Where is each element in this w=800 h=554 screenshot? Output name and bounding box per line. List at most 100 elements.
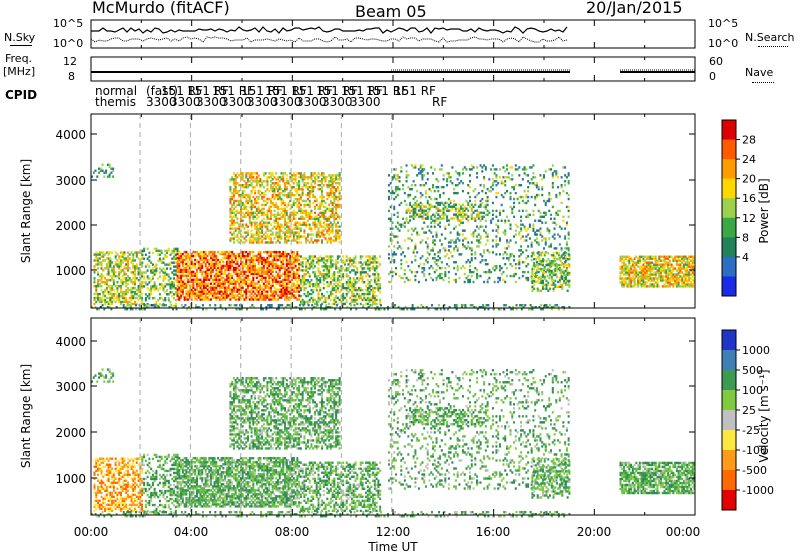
power-cell bbox=[107, 273, 110, 276]
power-cell bbox=[555, 223, 558, 226]
power-cell bbox=[218, 252, 221, 256]
power-cell bbox=[276, 184, 279, 187]
power-cell bbox=[141, 292, 144, 296]
power-cell bbox=[400, 266, 403, 270]
power-cell bbox=[498, 209, 501, 213]
power-cell bbox=[160, 297, 163, 300]
power-cell bbox=[336, 215, 339, 219]
power-cell bbox=[342, 292, 345, 296]
power-cell bbox=[439, 201, 442, 205]
power-cell bbox=[308, 185, 311, 189]
power-cell bbox=[484, 205, 487, 209]
power-cell bbox=[301, 261, 304, 264]
power-cell bbox=[342, 275, 345, 278]
power-cell bbox=[416, 203, 419, 206]
power-cell bbox=[470, 274, 473, 278]
power-cell bbox=[102, 269, 105, 272]
power-cell bbox=[301, 279, 304, 282]
power-cell bbox=[271, 298, 274, 301]
power-cell bbox=[180, 274, 183, 278]
power-cell bbox=[247, 211, 250, 215]
power-cell bbox=[442, 247, 445, 250]
power-cell bbox=[232, 203, 235, 207]
power-cell bbox=[239, 254, 242, 258]
power-cell bbox=[317, 187, 320, 191]
power-cell bbox=[194, 272, 197, 276]
power-cell bbox=[435, 207, 438, 210]
power-cell bbox=[342, 261, 345, 264]
power-cell bbox=[296, 252, 299, 256]
power-cell bbox=[298, 296, 301, 299]
power-cell bbox=[310, 182, 313, 185]
power-cell bbox=[126, 267, 129, 270]
power-cell bbox=[299, 255, 302, 258]
power-cell bbox=[335, 174, 338, 177]
power-cell bbox=[430, 276, 433, 280]
power-cell bbox=[176, 294, 179, 297]
power-cell bbox=[215, 254, 218, 258]
power-cell bbox=[294, 223, 297, 226]
power-cell bbox=[518, 166, 521, 169]
power-cell bbox=[176, 251, 179, 254]
power-cell bbox=[421, 270, 424, 274]
power-cell bbox=[363, 292, 366, 296]
power-cell bbox=[544, 237, 547, 240]
power-cell bbox=[315, 281, 318, 284]
power-cell bbox=[231, 256, 234, 260]
power-cell bbox=[514, 272, 517, 276]
power-cell bbox=[273, 237, 276, 240]
power-cell bbox=[231, 258, 234, 262]
power-cell bbox=[442, 191, 445, 195]
power-cell bbox=[195, 276, 198, 280]
power-cell bbox=[231, 288, 234, 291]
power-cell bbox=[271, 292, 274, 295]
power-cell bbox=[444, 272, 447, 276]
power-cell bbox=[247, 209, 250, 213]
power-cell bbox=[303, 292, 306, 296]
power-cell bbox=[257, 250, 260, 254]
power-cell bbox=[245, 201, 248, 205]
power-cell bbox=[368, 275, 371, 278]
power-cell bbox=[504, 251, 507, 254]
power-cell bbox=[507, 176, 510, 179]
power-cell bbox=[238, 229, 241, 232]
power-cell bbox=[336, 284, 339, 288]
power-cell bbox=[275, 276, 278, 280]
power-cell bbox=[310, 172, 313, 175]
power-cell bbox=[373, 290, 376, 294]
power-cell bbox=[248, 298, 251, 301]
power-cell bbox=[252, 180, 255, 183]
power-cell bbox=[125, 273, 128, 276]
power-cell bbox=[224, 264, 227, 268]
power-cell bbox=[338, 174, 341, 177]
power-cell bbox=[331, 176, 334, 179]
power-cell bbox=[160, 269, 163, 272]
power-cell bbox=[498, 266, 501, 270]
power-cell bbox=[513, 235, 516, 238]
power-cell bbox=[229, 209, 232, 213]
power-cell bbox=[532, 164, 535, 167]
power-cell bbox=[329, 259, 332, 262]
power-cell bbox=[255, 274, 258, 278]
power-cell bbox=[292, 239, 295, 242]
power-cell bbox=[467, 241, 470, 244]
power-cell bbox=[469, 268, 472, 272]
power-cell bbox=[238, 268, 241, 272]
power-cell bbox=[373, 279, 376, 282]
power-cell bbox=[426, 199, 429, 203]
power-cell bbox=[105, 251, 108, 254]
power-cell bbox=[188, 292, 191, 295]
power-cell bbox=[292, 215, 295, 219]
power-cell bbox=[331, 231, 334, 234]
power-cell bbox=[430, 249, 433, 252]
power-cell bbox=[432, 266, 435, 270]
power-cell bbox=[112, 167, 115, 170]
power-cell bbox=[321, 213, 324, 217]
power-cell bbox=[181, 292, 184, 295]
power-cell bbox=[271, 231, 274, 234]
power-cell bbox=[324, 178, 327, 181]
power-cell bbox=[299, 281, 302, 284]
power-cell bbox=[268, 209, 271, 213]
power-cell bbox=[111, 277, 114, 280]
power-cell bbox=[268, 250, 271, 254]
